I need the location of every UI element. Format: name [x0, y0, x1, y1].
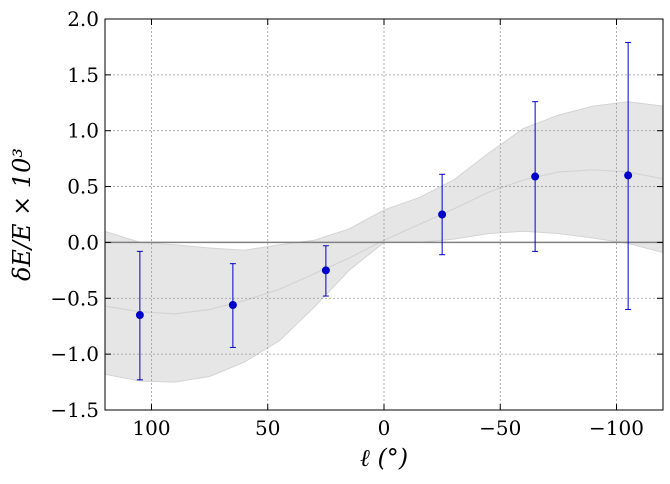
- x-tick-label: −50: [479, 416, 521, 440]
- y-tick-label: 0.5: [67, 175, 99, 199]
- y-axis-label: δE/E × 10³: [8, 148, 36, 281]
- data-point-group: [228, 263, 237, 348]
- data-point: [438, 210, 447, 219]
- y-tick-label: −0.5: [50, 286, 99, 310]
- y-tick-label: 1.0: [67, 119, 99, 143]
- data-point: [624, 171, 633, 180]
- data-point-group: [321, 245, 330, 297]
- data-point: [135, 311, 144, 320]
- y-tick-label: −1.5: [50, 398, 99, 422]
- data-points-layer: [135, 41, 633, 381]
- y-tick-label: 0.0: [67, 230, 99, 254]
- y-tick-label: 1.5: [67, 63, 99, 87]
- x-tick-label: 50: [255, 416, 280, 440]
- data-point: [228, 300, 237, 309]
- data-point-group: [624, 41, 633, 310]
- ticks-layer: 100 50 0 −50 −100 2.0 1.5 1.0 0.5 0.0 −0.5 −1.0 −1.5: [50, 7, 663, 440]
- data-point-group: [135, 250, 144, 381]
- x-tick-label: 0: [378, 416, 391, 440]
- data-point: [321, 266, 330, 275]
- x-tick-label: −100: [589, 416, 644, 440]
- data-point-group: [438, 173, 447, 256]
- x-tick-label: 100: [132, 416, 170, 440]
- y-tick-label: −1.0: [50, 342, 99, 366]
- x-axis-label: ℓ (°): [360, 444, 408, 472]
- y-tick-label: 2.0: [67, 7, 99, 31]
- axis-labels-layer: ℓ (°) δE/E × 10³: [8, 148, 408, 472]
- data-point-group: [531, 101, 540, 252]
- data-point: [531, 172, 540, 181]
